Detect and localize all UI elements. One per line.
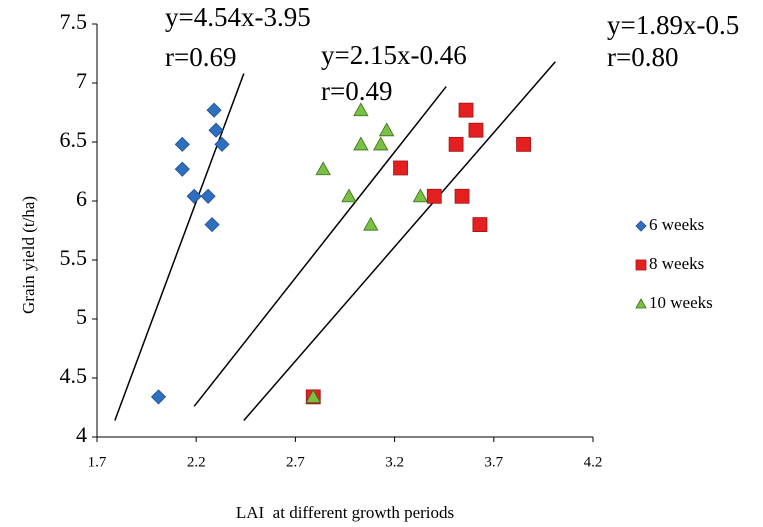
data-point [315, 161, 331, 176]
data-point [448, 136, 464, 152]
data-point [204, 217, 220, 233]
data-point [516, 136, 531, 152]
y-tick-label: 5.5 [60, 245, 88, 270]
data-point [363, 216, 379, 231]
r-label: r=0.80 [607, 42, 678, 72]
y-tick-label: 6 [76, 186, 87, 211]
data-point [200, 188, 216, 204]
x-tick-label: 2.7 [286, 454, 305, 470]
equation-label: y=2.15x-0.46 [321, 40, 467, 70]
data-point [174, 136, 190, 152]
data-point [458, 102, 474, 118]
legend-label: 10 weeks [649, 293, 713, 312]
data-point [472, 217, 488, 233]
equation-label: y=1.89x-0.5 [607, 10, 739, 40]
legend-label: 8 weeks [649, 254, 704, 273]
data-point [208, 122, 224, 138]
legend-label: 6 weeks [649, 215, 704, 234]
data-point [373, 136, 389, 151]
y-tick-label: 4.5 [60, 363, 88, 388]
data-point [378, 122, 395, 137]
y-tick-label: 4 [76, 422, 87, 447]
y-tick-label: 5 [76, 304, 87, 329]
x-axis-label: LAI at different growth periods [236, 503, 454, 522]
data-point [341, 188, 357, 203]
x-tick-label: 4.2 [584, 454, 603, 470]
x-tick-label: 1.7 [88, 454, 107, 470]
trend-line [243, 61, 556, 421]
y-tick-label: 7 [76, 68, 87, 93]
trend-line [193, 86, 447, 407]
x-tick-label: 3.2 [385, 454, 404, 470]
r-label: r=0.49 [321, 76, 392, 106]
equation-label: y=4.54x-3.95 [165, 2, 311, 32]
data-point [174, 161, 190, 177]
legend-marker [635, 220, 647, 232]
data-point [353, 102, 369, 117]
y-tick-label: 7.5 [60, 9, 88, 34]
legend-marker [635, 259, 647, 271]
data-point [150, 389, 167, 405]
x-tick-label: 2.2 [187, 454, 206, 470]
data-point [186, 188, 202, 204]
legend-marker [635, 298, 647, 309]
data-point [454, 188, 470, 204]
y-axis-label: Grain yield (t/ha) [19, 196, 38, 314]
data-point [426, 188, 442, 204]
data-point [412, 188, 429, 203]
x-tick-label: 3.7 [484, 454, 503, 470]
r-label: r=0.69 [165, 42, 236, 72]
data-point [305, 389, 321, 403]
data-point [214, 136, 230, 152]
y-tick-label: 6.5 [60, 127, 88, 152]
data-point [353, 136, 369, 151]
data-point [393, 160, 408, 176]
data-point [468, 122, 484, 138]
data-point [206, 102, 222, 118]
